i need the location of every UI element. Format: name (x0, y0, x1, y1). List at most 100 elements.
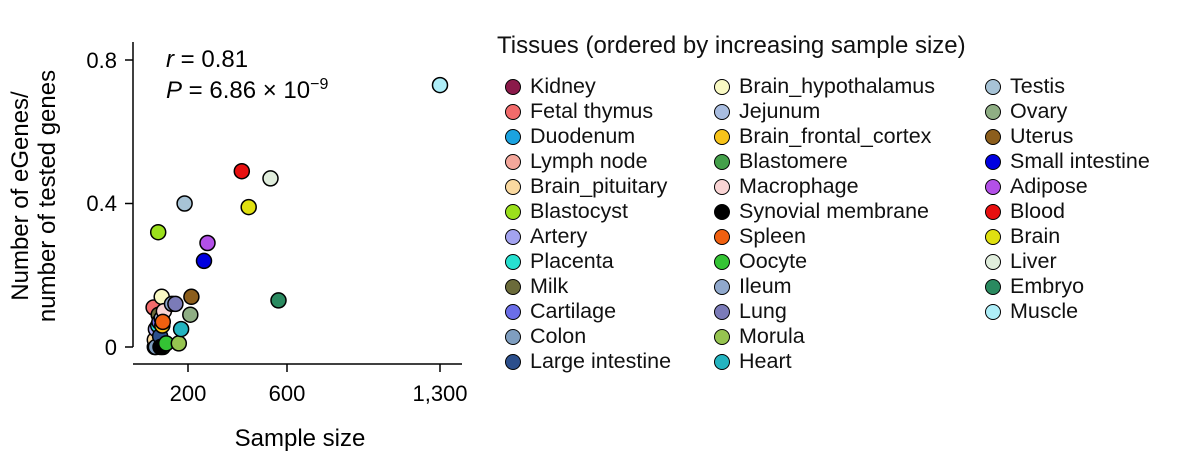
p-annotation: P = 6.86 × 10−9 (166, 76, 328, 104)
legend-swatch-icon (505, 178, 521, 195)
y-tick-label: 0.4 (86, 191, 117, 216)
legend-label: Duodenum (530, 124, 636, 148)
y-tick-label: 0 (105, 335, 117, 360)
y-axis-label: number of tested genes (34, 70, 61, 322)
legend-label: Morula (739, 324, 805, 348)
legend-item: Brain_pituitary (505, 174, 671, 199)
legend-item: Spleen (714, 224, 935, 249)
data-point-uterus (183, 288, 200, 306)
legend-swatch-icon (714, 178, 730, 195)
legend-swatch-icon (714, 103, 730, 120)
data-point-spleen (154, 313, 172, 331)
legend-label: Brain_hypothalamus (739, 74, 936, 98)
legend-label: Fetal thymus (530, 99, 654, 123)
y-tick-label: 0.8 (86, 48, 117, 73)
legend-label: Spleen (739, 224, 806, 248)
legend-swatch-icon (505, 78, 521, 95)
legend-swatch-icon (985, 203, 1001, 220)
legend-swatch-icon (714, 153, 730, 170)
legend-swatch-icon (505, 278, 521, 295)
legend-column-1: Kidney Fetal thymus Duodenum Lymph node Brai… (505, 74, 671, 374)
legend-item: Morula (714, 324, 935, 349)
data-point-muscle (431, 76, 449, 94)
legend-label: Artery (530, 224, 588, 248)
legend-swatch-icon (714, 228, 730, 245)
legend-swatch-icon (985, 128, 1001, 145)
stats-annotation: r = 0.81 P = 6.86 × 10−9 (166, 46, 328, 104)
legend-item: Artery (505, 224, 671, 249)
legend-label: Placenta (530, 249, 614, 273)
legend-swatch-icon (505, 328, 521, 345)
legend-item: Duodenum (505, 124, 671, 149)
legend-item: Testis (985, 74, 1150, 99)
legend-item: Placenta (505, 249, 671, 274)
legend-swatch-icon (505, 303, 521, 320)
legend-item: Small intestine (985, 149, 1150, 174)
legend-label: Jejunum (739, 99, 821, 123)
y-axis: 0.8 0.4 0 Number of eGenes/ number of te… (7, 42, 134, 360)
data-points (145, 76, 449, 356)
legend-label: Blastomere (739, 149, 848, 173)
legend-swatch-icon (505, 153, 521, 170)
legend-item: Fetal thymus (505, 99, 671, 124)
legend-label: Brain_frontal_cortex (739, 124, 932, 148)
legend-item: Jejunum (714, 99, 935, 124)
data-point-ovary (182, 306, 199, 323)
legend-swatch-icon (714, 203, 730, 220)
legend-label: Blastocyst (530, 199, 628, 223)
x-axis-label: Sample size (235, 425, 366, 452)
legend-label: Blood (1010, 199, 1065, 223)
x-tick-label: 200 (170, 381, 207, 406)
legend-item: Heart (714, 349, 935, 374)
legend-column-2: Brain_hypothalamus Jejunum Brain_frontal_c… (714, 74, 935, 374)
legend-label: Testis (1010, 74, 1065, 98)
legend-label: Ovary (1010, 99, 1068, 123)
legend-column-3: Testis Ovary Uterus Small intestine Adipose B… (985, 74, 1150, 324)
legend-label: Kidney (530, 74, 596, 98)
legend-swatch-icon (714, 328, 730, 345)
legend-label: Brain (1010, 224, 1061, 248)
legend-label: Milk (530, 274, 569, 298)
data-point-small-intestine (195, 252, 213, 270)
legend-item: Blastomere (714, 149, 935, 174)
legend-label: Liver (1010, 249, 1057, 273)
legend-swatch-icon (985, 228, 1001, 245)
data-point-lung (167, 295, 184, 313)
x-axis: 200 600 1,300 Sample size (133, 363, 468, 452)
legend-swatch-icon (505, 103, 521, 120)
legend-swatch-icon (985, 103, 1001, 120)
legend-swatch-icon (505, 253, 521, 270)
legend-swatch-icon (985, 253, 1001, 270)
legend-item: Adipose (985, 174, 1150, 199)
legend-label: Heart (739, 349, 792, 373)
legend-swatch-icon (505, 228, 521, 245)
legend-item: Brain_hypothalamus (714, 74, 935, 99)
legend-label: Adipose (1010, 174, 1088, 198)
legend-label: Colon (530, 324, 587, 348)
x-tick-label: 600 (269, 381, 306, 406)
data-point-testis (176, 195, 193, 212)
legend-label: Synovial membrane (739, 199, 930, 223)
legend-item: Lung (714, 299, 935, 324)
legend-item: Blood (985, 199, 1150, 224)
legend-item: Blastocyst (505, 199, 671, 224)
legend-swatch-icon (714, 253, 730, 270)
legend-swatch-icon (985, 78, 1001, 95)
legend-item: Synovial membrane (714, 199, 935, 224)
legend-label: Large intestine (530, 349, 672, 373)
data-point-blood (233, 162, 251, 180)
legend-swatch-icon (714, 78, 730, 95)
scatter-plot: 0.8 0.4 0 Number of eGenes/ number of te… (7, 42, 468, 452)
legend-item: Embryo (985, 274, 1150, 299)
data-point-morula (170, 335, 188, 352)
legend-label: Cartilage (530, 299, 617, 323)
legend-label: Uterus (1010, 124, 1074, 148)
legend-label: Small intestine (1010, 149, 1150, 173)
legend-item: Lymph node (505, 149, 671, 174)
data-point-heart (172, 320, 190, 338)
legend-swatch-icon (505, 203, 521, 220)
data-point-embryo (270, 292, 287, 309)
legend-item: Macrophage (714, 174, 935, 199)
legend-swatch-icon (985, 178, 1001, 195)
r-annotation: r = 0.81 (166, 46, 248, 73)
